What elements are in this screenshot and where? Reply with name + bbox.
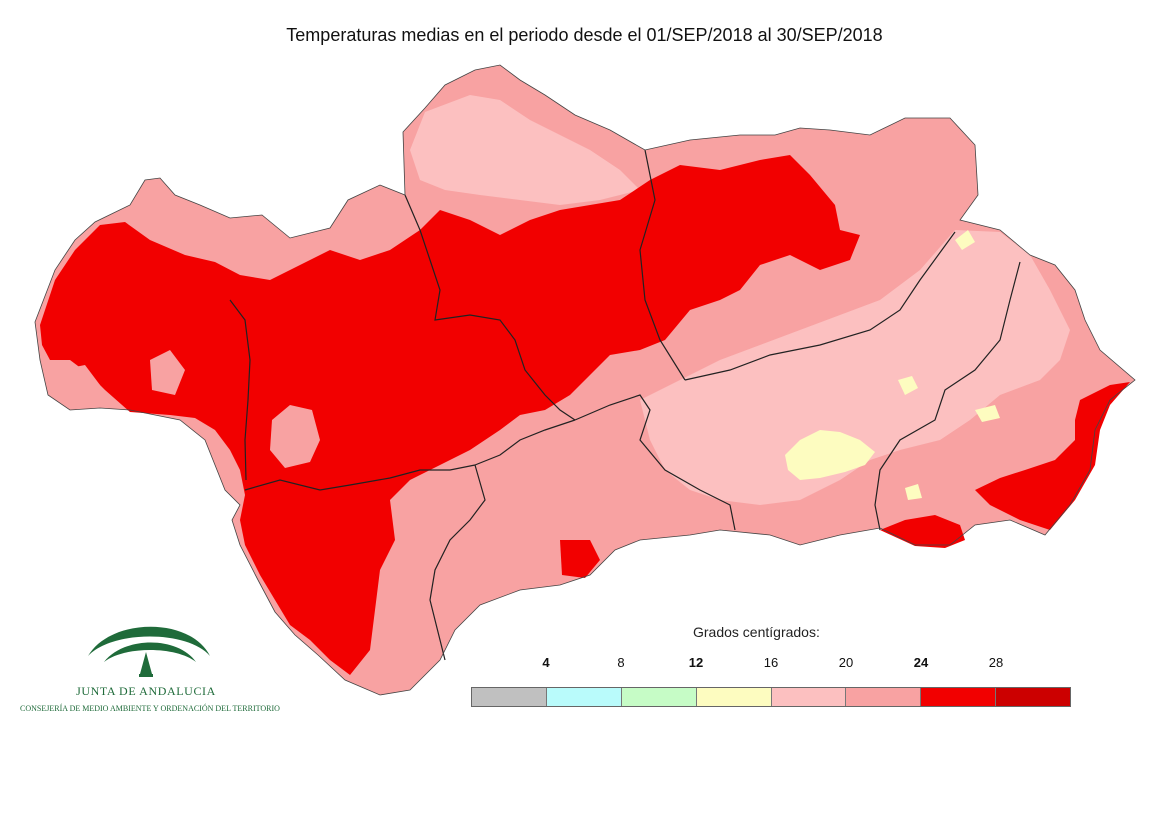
hot-zone-island-3	[150, 350, 185, 395]
cool-zone-east-3	[905, 484, 922, 500]
legend-swatch	[771, 688, 847, 706]
legend-tick-label: 16	[763, 655, 779, 670]
legend-bar	[471, 687, 1071, 707]
province-borders	[229, 149, 1021, 661]
legend-swatch	[546, 688, 622, 706]
legend-tick-label: 12	[688, 655, 704, 670]
legend-swatch	[621, 688, 697, 706]
province-border-sevilla-cadiz	[244, 464, 476, 491]
legend-swatch	[472, 688, 547, 706]
legend-tick-label: 28	[988, 655, 1004, 670]
legend-tick-label: 4	[542, 655, 550, 670]
hot-zone-guadalquivir	[40, 155, 860, 675]
province-border-granada-almeria	[874, 261, 1021, 531]
legend-tick-label: 24	[913, 655, 929, 670]
hot-zone-south-coast	[880, 515, 965, 548]
cool-zone-east-1	[898, 376, 918, 395]
cool-zone-east-2	[955, 230, 975, 250]
mild-zone-east	[640, 230, 1070, 505]
hot-zone-island-1	[270, 405, 320, 468]
legend-swatch	[921, 688, 997, 706]
hot-zone-almeria-coast	[975, 382, 1130, 530]
province-border-sevilla-cordoba	[404, 194, 576, 421]
province-border-huelva-sevilla	[229, 299, 251, 481]
legend-swatch	[846, 688, 922, 706]
province-border-cadiz-malaga	[429, 464, 486, 661]
cool-zone-east-4	[975, 405, 1000, 422]
legend-swatch	[996, 688, 1070, 706]
logo-subtitle: CONSEJERÍA DE MEDIO AMBIENTE Y ORDENACIÓ…	[20, 704, 280, 713]
legend-ticks: 4 8 12 16 20 24 28	[0, 655, 1169, 675]
province-border-jaen-granada	[684, 231, 956, 381]
junta-logo: JUNTA DE ANDALUCIA CONSEJERÍA DE MEDIO A…	[20, 608, 280, 718]
province-border-malaga-sevilla	[474, 419, 576, 466]
mild-zone-north	[410, 95, 640, 205]
legend-tick-label: 8	[617, 655, 625, 670]
province-border-cordoba-jaen	[639, 149, 686, 381]
logo-name: JUNTA DE ANDALUCIA	[76, 684, 216, 698]
region-border	[34, 64, 1136, 696]
junta-emblem-icon	[88, 626, 210, 677]
legend-swatch	[696, 688, 772, 706]
legend-title: Grados centígrados:	[693, 624, 820, 640]
province-border-cordoba-granada	[574, 394, 736, 531]
cool-zone-sierra-nevada	[785, 430, 875, 480]
legend-tick-label: 20	[838, 655, 854, 670]
hot-zone-malaga	[560, 540, 600, 578]
map-title: Temperaturas medias en el periodo desde …	[286, 25, 883, 45]
hot-zone-island-2	[60, 365, 100, 405]
